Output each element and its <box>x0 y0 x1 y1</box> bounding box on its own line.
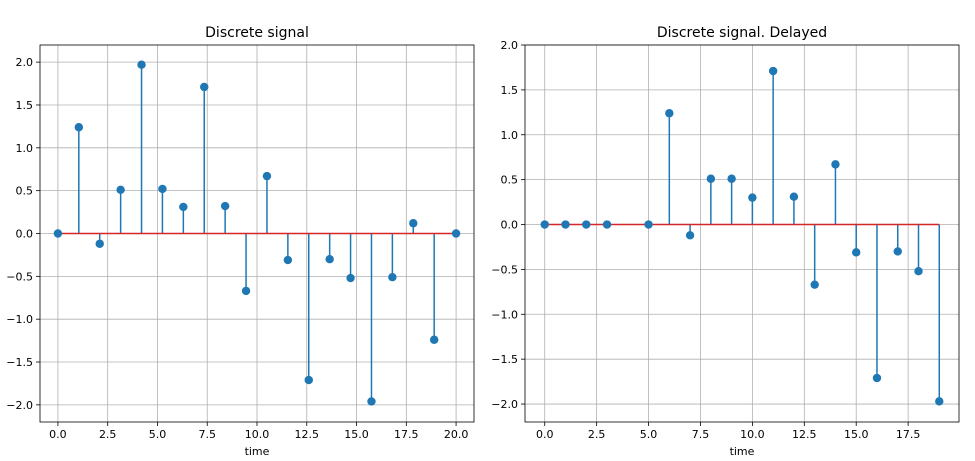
data-point <box>852 248 861 257</box>
y-tick-label: 1.0 <box>16 142 34 155</box>
data-point <box>241 286 251 296</box>
data-point <box>706 174 716 183</box>
plot-frame <box>524 44 960 423</box>
x-tick-label: 12.5 <box>792 428 817 441</box>
data-point <box>409 219 418 228</box>
data-point <box>53 229 63 238</box>
data-point <box>893 247 902 256</box>
data-point <box>200 82 209 92</box>
data-point <box>304 375 313 385</box>
y-tick-label: −2.0 <box>6 399 33 412</box>
y-tick-label: 1.0 <box>501 129 519 142</box>
chart-title: Discrete signal. Delayed <box>657 25 827 41</box>
x-axis-label: time <box>245 445 270 458</box>
x-tick-label: 7.5 <box>198 428 216 441</box>
chart-title: Discrete signal <box>205 25 309 41</box>
x-tick-label: 5.0 <box>149 428 167 441</box>
data-point <box>602 220 612 229</box>
y-tick-label: −0.5 <box>491 263 518 276</box>
y-tick-label: −0.5 <box>6 270 33 283</box>
data-point <box>748 193 757 202</box>
x-tick-label: 15.0 <box>844 428 869 441</box>
data-point <box>325 255 334 264</box>
x-tick-label: 10.0 <box>740 428 765 441</box>
data-point <box>137 60 146 69</box>
data-point <box>561 220 570 229</box>
y-tick-label: 0.0 <box>501 219 519 232</box>
data-point <box>429 335 439 344</box>
x-tick-label: 2.5 <box>99 428 117 441</box>
data-point <box>116 185 125 195</box>
x-tick-label: 7.5 <box>692 428 710 441</box>
x-tick-label: 2.5 <box>588 428 606 441</box>
x-tick-label: 0.0 <box>536 428 554 441</box>
y-tick-label: 2.0 <box>501 39 519 52</box>
x-tick-label: 15.0 <box>344 428 369 441</box>
x-tick-label: 17.5 <box>394 428 419 441</box>
y-tick-label: 0.5 <box>16 185 34 198</box>
data-point <box>346 273 355 283</box>
data-point <box>220 201 230 211</box>
data-point <box>727 174 736 183</box>
data-point <box>582 220 591 229</box>
data-point <box>831 160 840 169</box>
data-point <box>262 171 272 181</box>
x-tick-label: 5.0 <box>640 428 658 441</box>
data-point <box>158 184 167 194</box>
data-point <box>283 255 293 265</box>
x-tick-label: 10.0 <box>245 428 270 441</box>
data-point <box>388 272 397 282</box>
data-point <box>540 220 549 229</box>
y-tick-label: −2.0 <box>491 398 518 411</box>
x-axis-label: time <box>730 445 755 458</box>
y-tick-label: −1.0 <box>6 313 33 326</box>
chart-panel-discrete-signal: Discrete signal time 0.0 2.5 5.0 7.5 10.0 12.… <box>6 25 475 458</box>
y-tick-label: 1.5 <box>501 84 519 97</box>
y-tick-label: 2.0 <box>16 56 34 69</box>
data-point <box>935 397 944 406</box>
data-point <box>74 123 84 132</box>
data-point <box>179 202 188 212</box>
data-point <box>768 66 778 76</box>
plot-frame <box>39 44 475 423</box>
y-tick-label: −1.5 <box>491 353 518 366</box>
y-tick-label: 1.5 <box>16 99 34 112</box>
data-point <box>914 267 923 276</box>
data-point <box>367 397 376 406</box>
x-tick-label: 12.5 <box>295 428 320 441</box>
data-point <box>665 109 674 118</box>
y-tick-label: 0.5 <box>501 174 519 187</box>
data-point <box>789 192 799 201</box>
x-tick-label: 0.0 <box>49 428 67 441</box>
data-point <box>685 231 695 240</box>
data-point <box>644 220 653 229</box>
data-point <box>810 280 819 289</box>
chart-panel-discrete-signal-delayed: Discrete signal. Delayed time 0.0 2.5 5.0 7… <box>491 25 960 458</box>
y-tick-label: −1.0 <box>491 308 518 321</box>
y-tick-label: 0.0 <box>16 228 34 241</box>
data-point <box>95 239 104 248</box>
x-tick-label: 17.5 <box>896 428 921 441</box>
x-tick-label: 20.0 <box>444 428 469 441</box>
data-point <box>451 229 461 238</box>
y-tick-label: −1.5 <box>6 356 33 369</box>
data-point <box>872 373 882 383</box>
